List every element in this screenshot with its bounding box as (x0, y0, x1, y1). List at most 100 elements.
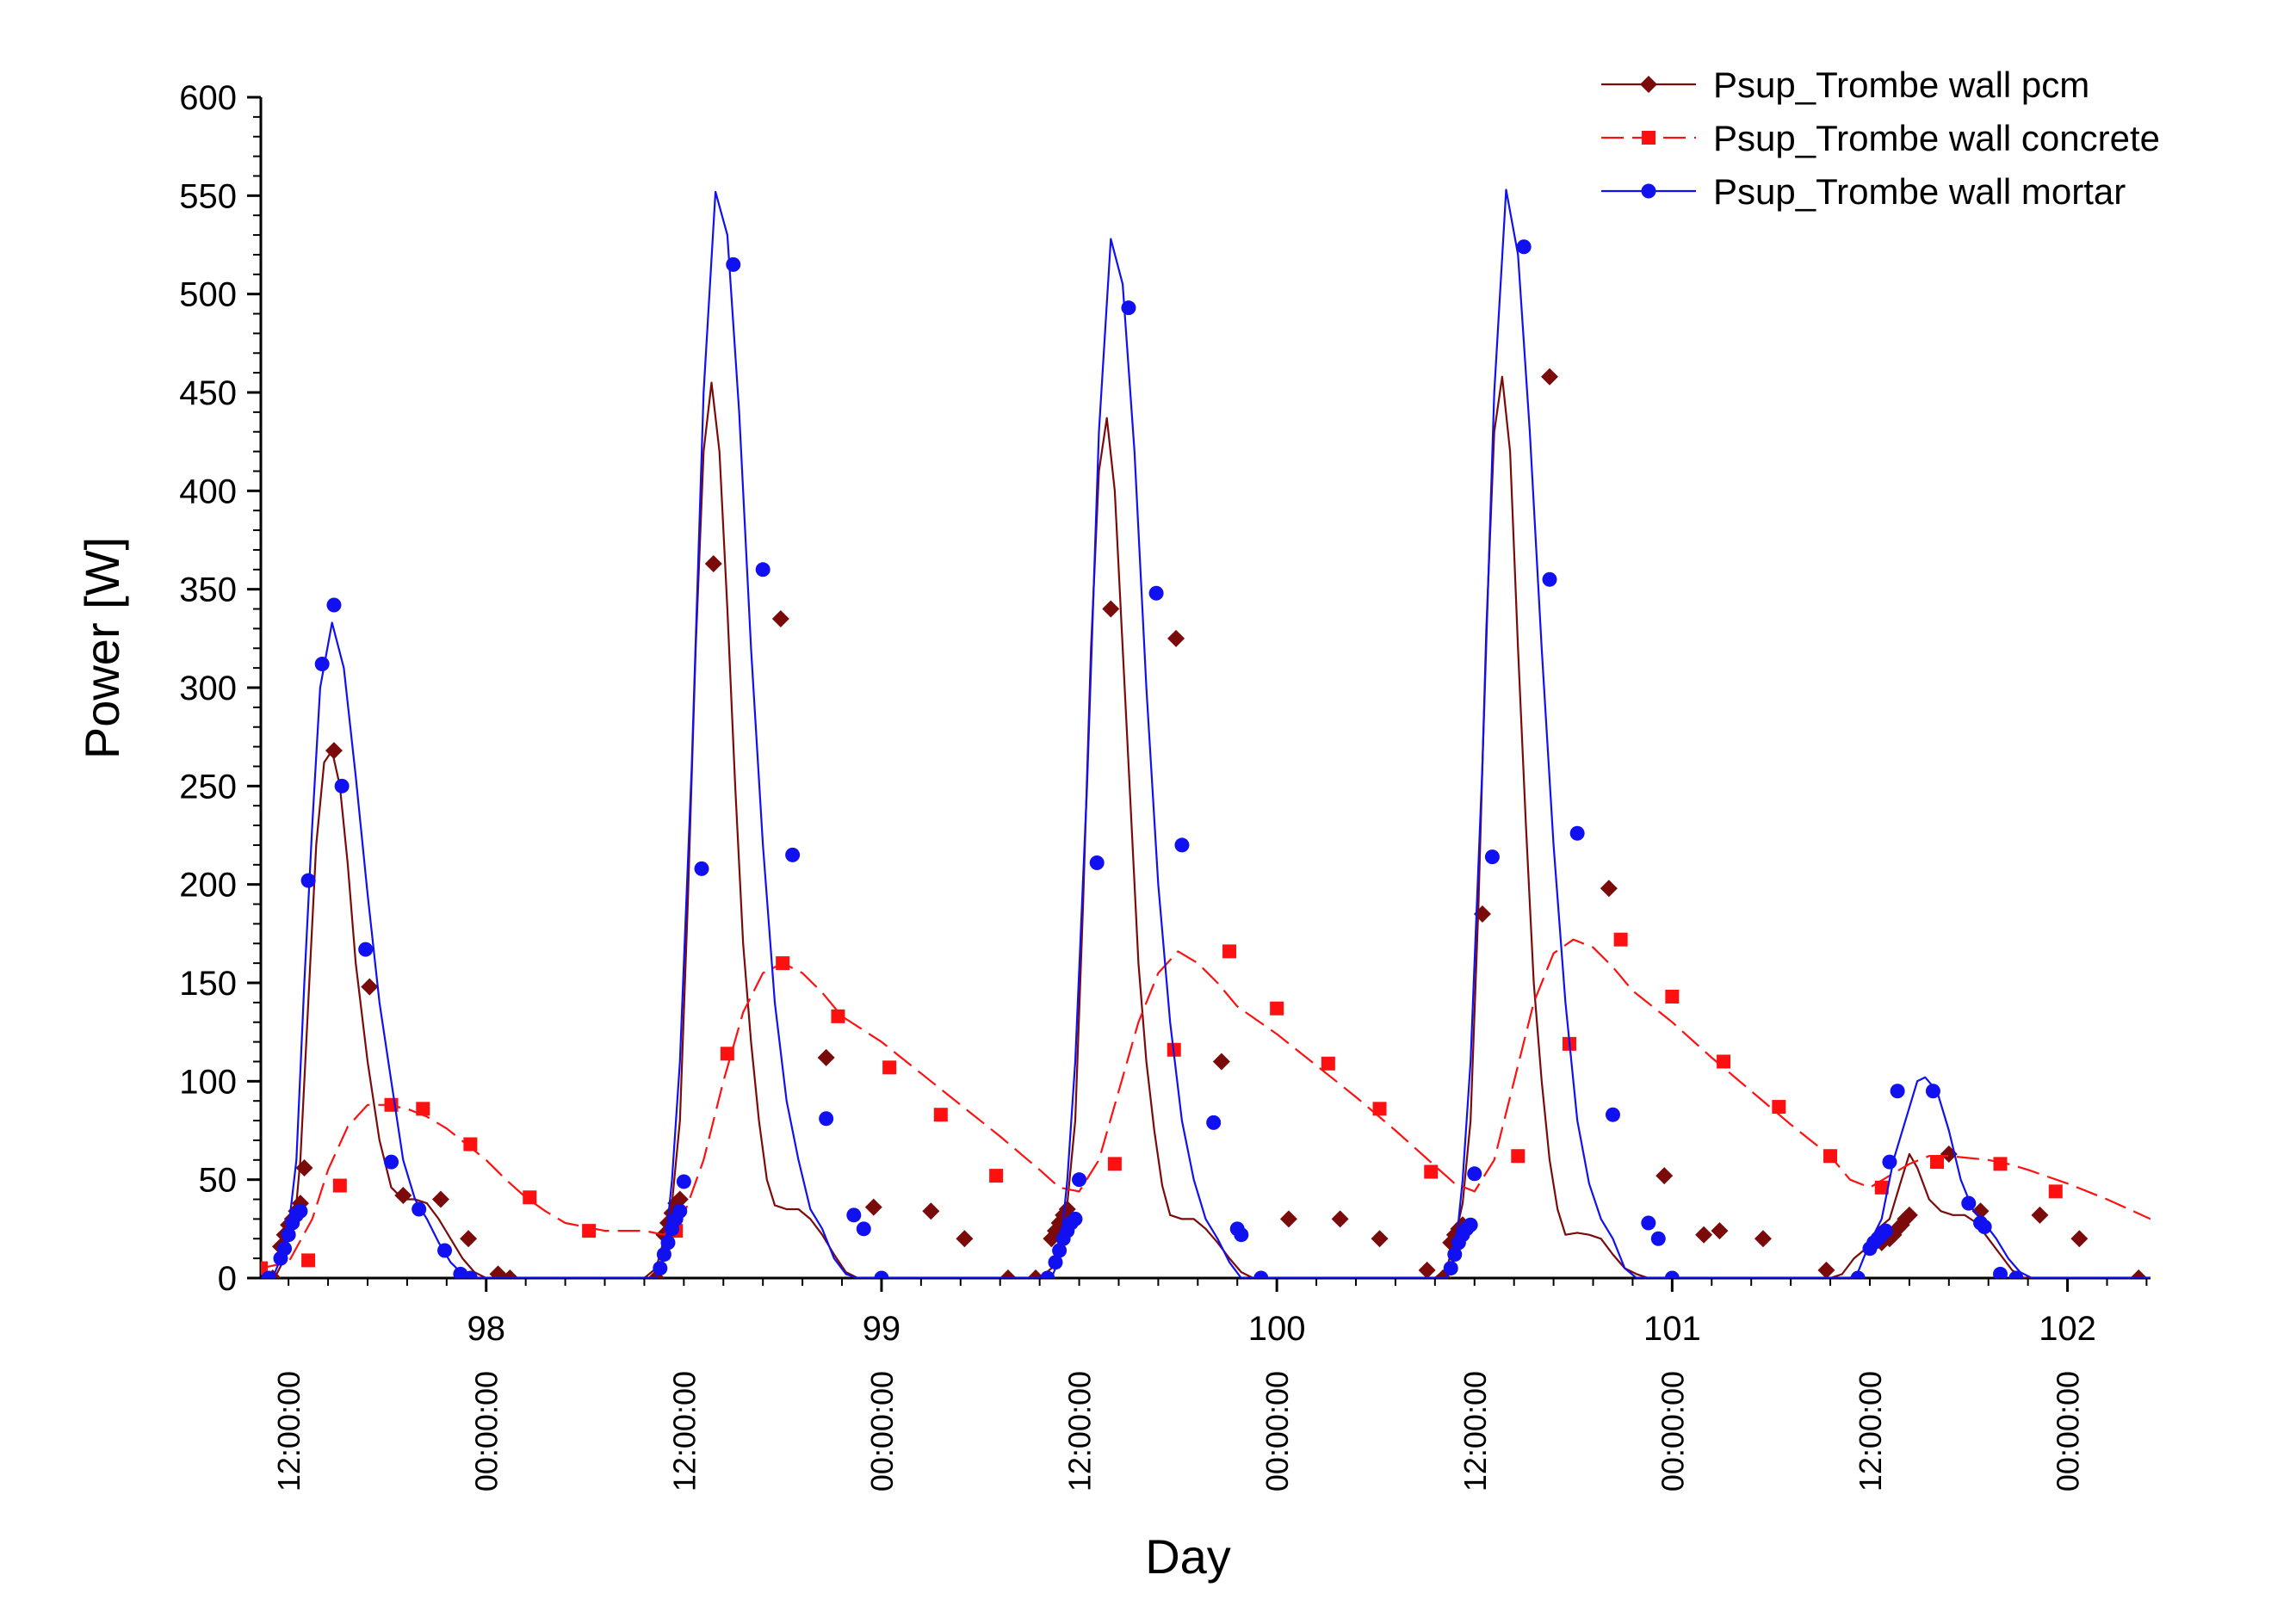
time-tick-label: 00:00:00 (1259, 1371, 1295, 1491)
data-point (1331, 1210, 1349, 1228)
data-point (999, 1269, 1017, 1278)
data-point (1072, 1172, 1087, 1188)
data-point (300, 873, 316, 888)
data-point (671, 1190, 689, 1208)
data-point (1650, 1231, 1666, 1246)
data-point (1463, 1217, 1478, 1232)
data-point (1270, 1001, 1284, 1016)
data-point (463, 1137, 478, 1152)
time-tick-label: 00:00:00 (469, 1371, 504, 1491)
data-point (1206, 1115, 1222, 1130)
data-point (785, 847, 801, 862)
data-point (1148, 585, 1164, 601)
data-point (1102, 600, 1120, 618)
y-tick-label: 300 (179, 670, 237, 707)
data-point (1754, 1230, 1772, 1248)
y-axis-title: Power [W] (75, 537, 129, 759)
data-point (1511, 1149, 1526, 1164)
data-point (2008, 1270, 2024, 1278)
data-point (1234, 1227, 1249, 1243)
legend-label: Psup_Trombe wall concrete (1713, 118, 2160, 158)
data-point (694, 861, 709, 876)
data-point (1993, 1266, 2008, 1278)
y-tick-label: 50 (199, 1162, 238, 1200)
data-point (1613, 932, 1628, 947)
data-point (326, 597, 342, 613)
data-point (416, 1102, 430, 1116)
legend-label: Psup_Trombe wall mortar (1713, 171, 2126, 212)
data-point (1418, 1261, 1436, 1278)
data-point (956, 1230, 974, 1248)
data-point (277, 1241, 293, 1257)
data-point (334, 778, 350, 794)
data-point (1930, 1155, 1945, 1170)
series-line (261, 188, 2151, 1278)
data-point (2031, 1206, 2049, 1224)
y-tick-label: 500 (179, 276, 237, 314)
legend-label: Psup_Trombe wall pcm (1713, 65, 2089, 105)
data-point (1174, 837, 1190, 853)
data-point (1900, 1206, 1918, 1224)
data-point (660, 1235, 676, 1251)
data-point (1772, 1100, 1786, 1115)
data-point (2048, 1184, 2063, 1199)
x-tick-label: 101 (1643, 1310, 1701, 1348)
data-point (489, 1265, 507, 1278)
data-point (846, 1207, 862, 1223)
data-point (582, 1224, 597, 1238)
data-point (1605, 1107, 1620, 1122)
data-point (1222, 944, 1237, 959)
data-point (314, 657, 330, 672)
data-point (776, 956, 790, 971)
series-line (261, 938, 2151, 1269)
data-point (817, 1048, 835, 1066)
data-point (1473, 905, 1491, 923)
data-point (1971, 1202, 1990, 1220)
time-tick-label: 12:00:00 (1457, 1371, 1493, 1491)
y-tick-label: 550 (179, 177, 237, 215)
data-point (1711, 1222, 1729, 1240)
x-tick-label: 100 (1248, 1310, 1306, 1348)
data-point (1048, 1255, 1063, 1270)
time-tick-label: 12:00:00 (1062, 1371, 1098, 1491)
data-point (1664, 1270, 1680, 1278)
data-point (989, 1169, 1004, 1183)
data-point (1040, 1270, 1055, 1278)
data-point (1372, 1102, 1387, 1116)
series-1 (261, 367, 2151, 1278)
data-point (325, 742, 343, 760)
data-point (1443, 1261, 1458, 1276)
data-point (501, 1269, 519, 1278)
y-tick-label: 450 (179, 374, 237, 412)
data-point (2070, 1230, 2089, 1248)
data-point (295, 1158, 313, 1176)
data-point (676, 1174, 691, 1189)
y-axis: 0 50 100 150 200 250 300 350 400 450 500 550 600 (179, 79, 261, 1298)
time-tick-label: 12:00:00 (271, 1371, 306, 1491)
data-point (882, 1060, 897, 1075)
data-point (1641, 1215, 1656, 1231)
data-point (771, 609, 789, 627)
data-point (656, 1247, 671, 1263)
data-point (301, 1253, 316, 1268)
data-point (281, 1227, 296, 1243)
data-point (933, 1108, 948, 1122)
data-point (1484, 849, 1500, 865)
data-point (1665, 990, 1680, 1004)
data-point (462, 1270, 478, 1278)
x-tick-label: 99 (863, 1310, 901, 1348)
data-point (332, 1178, 347, 1193)
legend-marker (1642, 131, 1655, 145)
data-point (1655, 1167, 1674, 1185)
data-point (819, 1111, 834, 1127)
plot-frame (259, 97, 2151, 1280)
data-point (431, 1190, 449, 1208)
data-point (1447, 1247, 1463, 1263)
data-point (1890, 1084, 1905, 1099)
y-tick-label: 0 (218, 1260, 237, 1298)
data-point (384, 1154, 399, 1170)
series-line (261, 375, 2151, 1278)
data-point (755, 562, 770, 577)
x-tick-label: 98 (467, 1310, 505, 1348)
data-point (394, 1186, 412, 1204)
